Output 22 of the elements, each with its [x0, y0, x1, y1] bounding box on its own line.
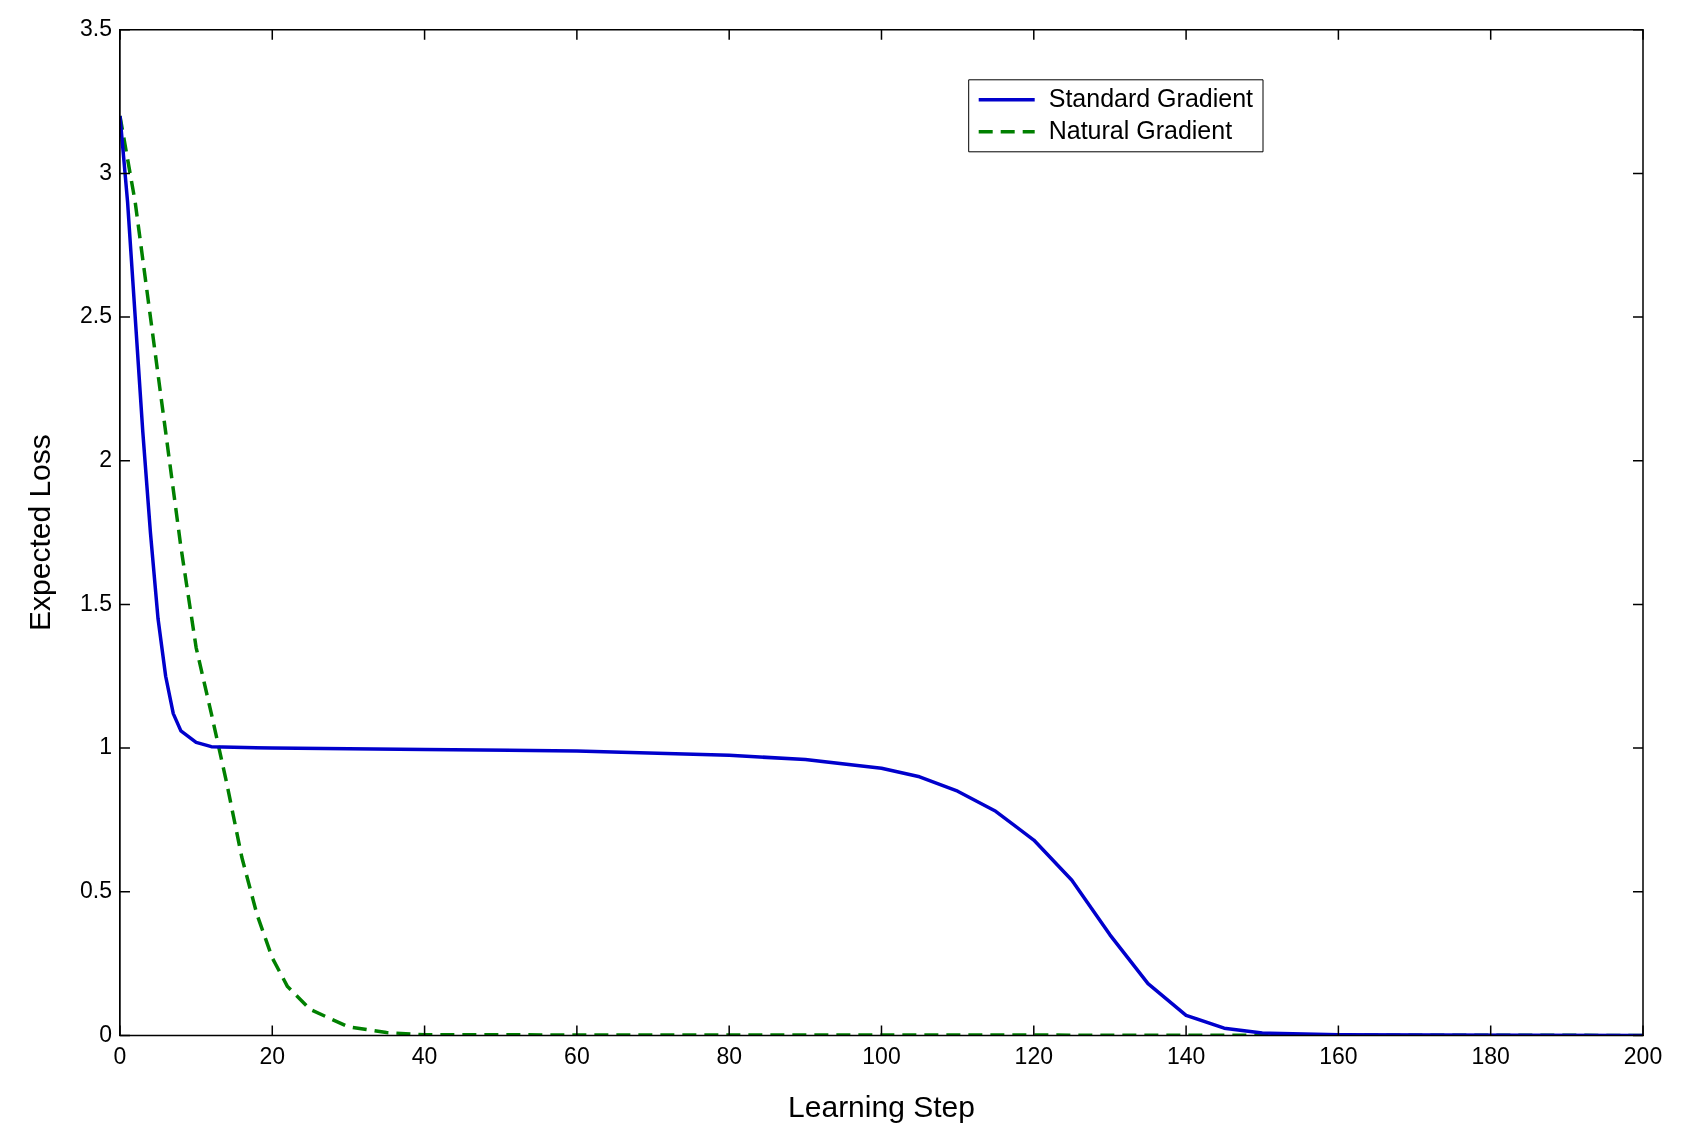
x-tick-label: 20 [259, 1042, 286, 1069]
x-tick-label: 180 [1471, 1042, 1510, 1069]
x-tick-label: 80 [716, 1042, 742, 1069]
y-tick-label: 2.5 [79, 302, 112, 329]
y-tick-label: 1.5 [79, 589, 112, 616]
y-tick-label: 3 [99, 158, 112, 185]
x-tick-label: 120 [1014, 1042, 1053, 1069]
x-tick-label: 60 [564, 1042, 590, 1069]
y-tick-label: 1 [99, 733, 112, 760]
legend-label: Standard Gradient [1048, 83, 1254, 112]
y-tick-label: 0.5 [79, 877, 112, 904]
y-tick-label: 0 [99, 1020, 112, 1047]
x-tick-label: 160 [1319, 1042, 1358, 1069]
x-tick-label: 40 [411, 1042, 438, 1069]
x-tick-label: 140 [1166, 1042, 1206, 1069]
x-tick-label: 200 [1623, 1042, 1663, 1069]
y-axis-title: Expected Loss [23, 434, 57, 631]
y-tick-label: 3.5 [79, 15, 112, 42]
y-tick-label: 2 [99, 446, 112, 473]
x-axis-title: Learning Step [788, 1090, 975, 1124]
legend-label: Natural Gradient [1048, 115, 1233, 144]
x-tick-label: 100 [862, 1042, 901, 1069]
